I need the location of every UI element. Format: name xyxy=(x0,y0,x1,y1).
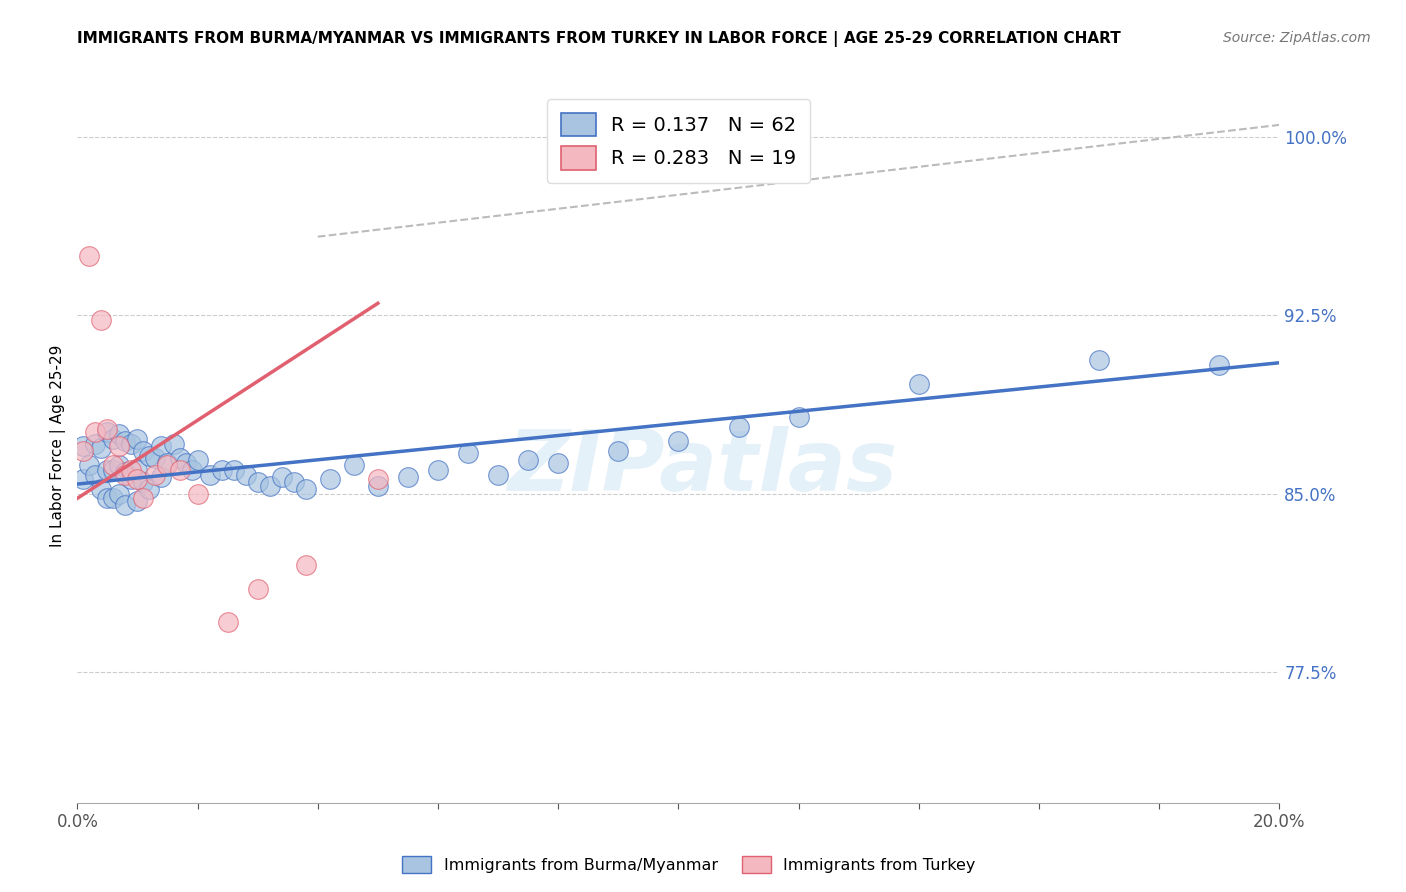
Point xyxy=(294,558,316,572)
Point xyxy=(217,615,239,629)
Point xyxy=(235,467,257,482)
Point xyxy=(84,436,107,450)
Point xyxy=(114,465,136,479)
Point xyxy=(246,582,269,596)
Point xyxy=(96,491,118,506)
Point xyxy=(127,472,149,486)
Text: ZIPatlas: ZIPatlas xyxy=(508,425,897,509)
Point xyxy=(108,439,131,453)
Point xyxy=(127,432,149,446)
Point xyxy=(343,458,366,472)
Point xyxy=(90,313,112,327)
Point xyxy=(150,439,173,453)
Point xyxy=(517,453,540,467)
Point xyxy=(114,467,136,482)
Point xyxy=(457,446,479,460)
Point xyxy=(108,486,131,500)
Point xyxy=(367,472,389,486)
Point xyxy=(96,425,118,439)
Point xyxy=(108,427,131,442)
Point xyxy=(169,450,191,465)
Point xyxy=(180,463,202,477)
Point xyxy=(187,453,209,467)
Point xyxy=(156,458,179,472)
Point xyxy=(427,463,450,477)
Point xyxy=(222,463,245,477)
Point xyxy=(132,475,155,489)
Point xyxy=(145,450,167,465)
Point xyxy=(138,449,160,463)
Text: Source: ZipAtlas.com: Source: ZipAtlas.com xyxy=(1223,31,1371,45)
Point xyxy=(120,463,142,477)
Point xyxy=(607,443,630,458)
Point xyxy=(84,467,107,482)
Point xyxy=(108,458,131,472)
Point xyxy=(103,458,125,472)
Point xyxy=(283,475,305,489)
Point xyxy=(90,442,112,456)
Point xyxy=(132,491,155,506)
Point xyxy=(72,472,94,486)
Point xyxy=(96,463,118,477)
Point xyxy=(84,425,107,439)
Point xyxy=(259,479,281,493)
Point xyxy=(120,436,142,450)
Point xyxy=(1208,358,1230,372)
Point xyxy=(103,432,125,446)
Point xyxy=(72,443,94,458)
Point xyxy=(486,467,509,482)
Legend: Immigrants from Burma/Myanmar, Immigrants from Turkey: Immigrants from Burma/Myanmar, Immigrant… xyxy=(396,849,981,880)
Point xyxy=(187,486,209,500)
Point xyxy=(668,434,690,449)
Point xyxy=(319,472,342,486)
Point xyxy=(96,422,118,436)
Text: IMMIGRANTS FROM BURMA/MYANMAR VS IMMIGRANTS FROM TURKEY IN LABOR FORCE | AGE 25-: IMMIGRANTS FROM BURMA/MYANMAR VS IMMIGRA… xyxy=(77,31,1121,47)
Point xyxy=(270,470,292,484)
Point xyxy=(156,456,179,470)
Point xyxy=(145,467,167,482)
Point xyxy=(246,475,269,489)
Point xyxy=(138,482,160,496)
Point xyxy=(103,463,125,477)
Point xyxy=(114,499,136,513)
Point xyxy=(79,249,101,263)
Point xyxy=(90,482,112,496)
Point xyxy=(162,436,184,450)
Point xyxy=(198,467,221,482)
Point xyxy=(396,470,419,484)
Point xyxy=(103,491,125,506)
Point xyxy=(72,439,94,453)
Point xyxy=(127,463,149,477)
Point xyxy=(547,456,569,470)
Point xyxy=(127,493,149,508)
Legend: R = 0.137   N = 62, R = 0.283   N = 19: R = 0.137 N = 62, R = 0.283 N = 19 xyxy=(547,99,810,184)
Point xyxy=(132,443,155,458)
Point xyxy=(211,463,233,477)
Point xyxy=(169,463,191,477)
Point xyxy=(150,470,173,484)
Point xyxy=(1088,353,1111,368)
Point xyxy=(787,410,810,425)
Point xyxy=(114,434,136,449)
Point xyxy=(120,472,142,486)
Y-axis label: In Labor Force | Age 25-29: In Labor Force | Age 25-29 xyxy=(51,345,66,547)
Point xyxy=(174,456,197,470)
Point xyxy=(908,377,931,392)
Point xyxy=(79,458,101,472)
Point xyxy=(727,420,749,434)
Point xyxy=(294,482,316,496)
Point xyxy=(367,479,389,493)
